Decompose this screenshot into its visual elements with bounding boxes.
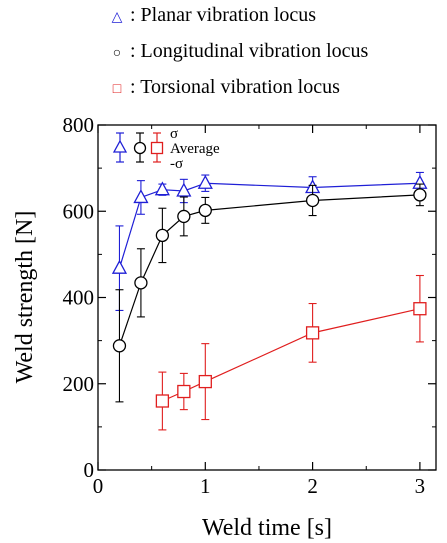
x-tick-label: 1 [200,474,211,498]
data-point-circle [112,339,127,353]
data-point-circle [177,209,191,224]
plot-frame [97,124,437,471]
series-line-triangle [118,182,420,269]
data-point-square [198,374,212,389]
x-tick-label: 3 [415,474,426,498]
y-tick-label: 0 [84,458,95,482]
y-tick-label: 800 [63,113,95,137]
y-axis-title: Weld strength [N] [12,211,38,384]
inset-average: Average [170,141,220,157]
legend-torsional: □ : Torsional vibration locus [108,76,340,99]
data-point-circle [413,188,427,202]
x-tick-label: 2 [307,474,318,498]
series-line-circle [118,194,420,346]
legend-planar: △ : Planar vibration locus [108,4,316,27]
data-point-triangle [111,259,128,274]
data-point-square [305,326,320,340]
inset-triangle-marker [112,139,128,153]
x-tick-label: 0 [93,474,104,498]
y-tick-label: 600 [63,199,95,223]
data-point-square [413,302,427,316]
data-point-triangle [133,189,149,204]
legend-planar-label: : Planar vibration locus [130,4,317,26]
legend-torsional-label: : Torsional vibration locus [130,76,340,98]
axis-ticks: 0 1 2 3 0 200 400 600 800 [63,113,436,498]
data-point-square [155,394,170,408]
data-point-triangle [197,174,213,189]
triangle-marker-icon: △ [111,10,123,25]
data-point-circle [134,276,148,290]
inset-sigma-plus: σ [170,126,178,142]
inset-sigma-minus: -σ [170,156,183,172]
inset-square-marker [150,141,164,155]
data-point-circle [155,228,170,243]
y-tick-label: 200 [63,372,95,396]
square-marker-icon: □ [112,82,122,97]
circle-marker-icon: ○ [112,46,122,61]
legend-longitudinal-label: : Longitudinal vibration locus [130,40,369,62]
inset-legend: σ Average -σ [112,126,220,172]
data-point-square [177,384,191,399]
inset-circle-marker [133,141,147,155]
x-axis-title: Weld time [s] [202,515,332,541]
data-point-triangle [176,182,192,197]
legend-longitudinal: ○ : Longitudinal vibration locus [108,40,369,63]
data-series [111,171,428,431]
y-tick-label: 400 [63,286,95,310]
series-circle [112,183,427,403]
data-point-circle [198,203,212,218]
data-point-triangle [154,181,170,196]
data-point-circle [305,193,320,208]
series-square [155,274,427,431]
